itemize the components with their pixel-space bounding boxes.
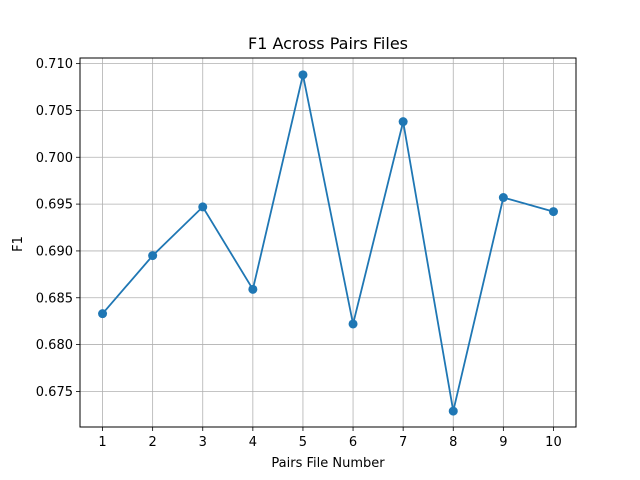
y-tick-label: 0.710	[36, 57, 73, 72]
data-point	[498, 193, 508, 203]
data-point	[548, 207, 558, 217]
x-tick-label: 8	[449, 435, 457, 450]
y-tick-label: 0.705	[36, 104, 73, 119]
x-tick-label: 4	[249, 435, 257, 450]
data-point	[398, 117, 408, 127]
data-point	[448, 406, 458, 416]
x-tick-label: 10	[545, 435, 562, 450]
data-point	[298, 70, 308, 80]
series-layer	[98, 70, 558, 416]
y-tick-label: 0.680	[36, 338, 73, 353]
data-point	[198, 202, 208, 212]
y-tick-label: 0.700	[36, 151, 73, 166]
y-axis-label: F1	[11, 236, 26, 252]
x-axis-label: Pairs File Number	[271, 456, 385, 471]
x-tick-label: 9	[499, 435, 507, 450]
series-line	[101, 74, 554, 412]
y-tick-label: 0.695	[36, 198, 73, 213]
data-point	[248, 284, 258, 294]
plot-frame	[79, 57, 577, 428]
x-tick-label: 6	[349, 435, 357, 450]
grid-layer	[80, 58, 576, 427]
data-point	[98, 309, 108, 319]
x-tick-label: 5	[299, 435, 307, 450]
x-tick-label: 7	[399, 435, 407, 450]
y-tick-label: 0.690	[36, 244, 73, 259]
x-tick-label: 1	[98, 435, 106, 450]
x-tick-label: 2	[149, 435, 157, 450]
data-point	[348, 319, 358, 329]
chart-title: F1 Across Pairs Files	[248, 34, 408, 53]
x-tick-label: 3	[199, 435, 207, 450]
data-point	[148, 251, 158, 261]
y-tick-label: 0.685	[36, 291, 73, 306]
y-tick-label: 0.675	[36, 385, 73, 400]
tick-layer: 1 2 3 4 5 6 7 8 9 10 0.675 0.680 0.685 0.690 0.695 0.70…	[36, 57, 562, 450]
